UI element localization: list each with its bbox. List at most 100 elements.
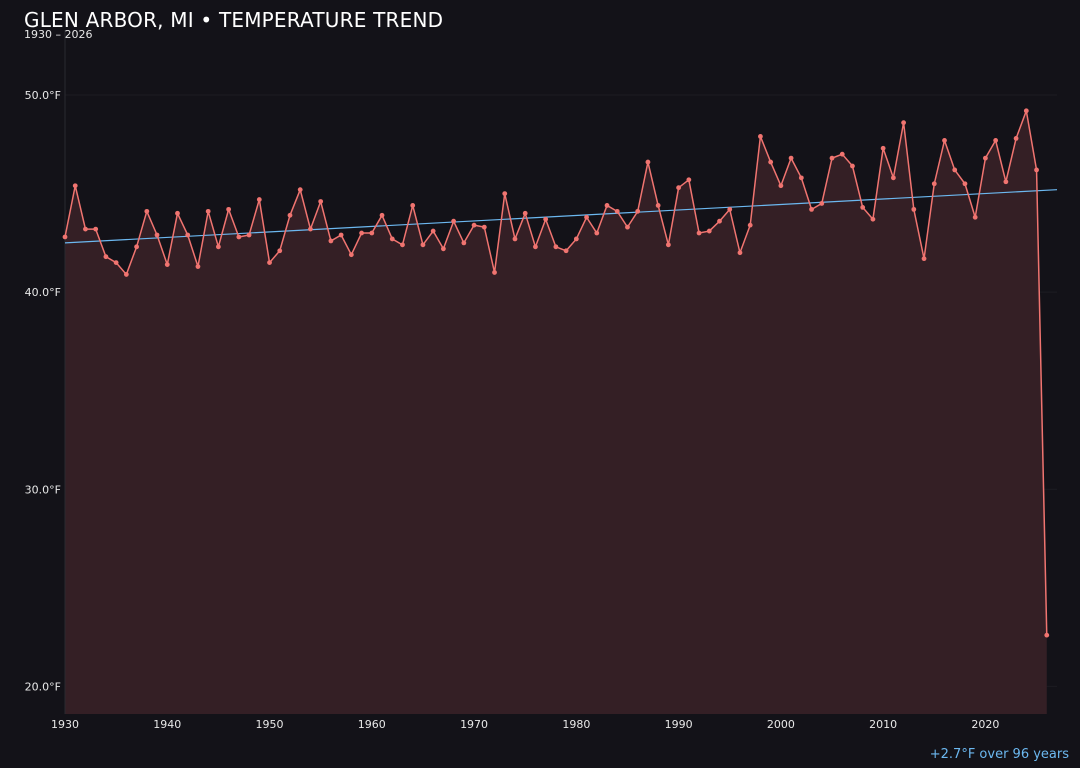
data-point [747,222,753,228]
data-point [216,244,221,250]
data-point [369,230,375,236]
data-point [481,224,487,230]
data-point [246,232,252,238]
data-point [696,230,702,236]
trend-layer [64,189,1058,244]
data-point [103,254,109,260]
data-point [359,230,364,236]
data-point [256,197,262,202]
data-point [911,206,917,212]
data-point [952,167,958,173]
data-point [72,183,78,189]
data-point [205,208,211,214]
data-point [625,224,630,230]
data-point [880,145,886,151]
data-point [175,210,180,216]
x-tick-label: 2000 [767,718,795,731]
data-point [584,214,589,220]
data-point [594,230,600,236]
data-point [226,206,232,212]
data-point [788,155,794,161]
data-point [533,244,538,250]
x-tick-label: 1980 [562,718,590,731]
x-tick-label: 1950 [256,718,284,731]
data-point [328,238,334,244]
data-point [1013,136,1019,141]
data-point [829,155,835,161]
trend-line [64,189,1058,244]
data-point [850,163,855,169]
data-point [676,185,682,191]
data-point [993,137,999,143]
label-layer: 20.0°F 30.0°F 40.0°F 50.0°F 1930 1940 1950 1960… [25,89,1000,731]
data-point [655,203,661,208]
data-point [400,242,405,248]
data-point [308,226,313,232]
x-tick-label: 1990 [665,718,693,731]
data-point [901,120,906,126]
data-point [512,236,518,242]
trend-summary: +2.7°F over 96 years [929,747,1069,762]
data-point [706,228,712,234]
y-tick-label: 50.0°F [25,89,61,102]
data-point [727,206,733,212]
data-point [1034,167,1039,173]
data-point [134,244,139,250]
chart-subtitle: 1930 – 2026 [24,28,93,41]
data-point [410,203,416,208]
x-tick-label: 1960 [358,718,386,731]
data-point [778,183,784,189]
data-point [93,226,99,232]
y-tick-label: 20.0°F [25,680,61,693]
data-point [972,214,978,220]
data-point [665,242,671,248]
data-point [809,206,814,212]
data-point [737,250,743,256]
data-point [62,234,68,240]
data-point [717,218,722,224]
data-point [543,216,549,222]
data-point [1023,108,1029,114]
data-point [164,262,170,267]
data-point [890,175,896,181]
data-point [123,272,129,277]
data-point [798,175,804,181]
data-point [195,264,201,269]
series-area-fill [65,110,1047,714]
x-tick-label: 1970 [460,718,488,731]
data-point [686,177,692,183]
data-point [1044,632,1050,638]
data-point [921,256,927,262]
data-point [83,226,88,232]
data-point [522,210,528,216]
data-point [553,244,559,250]
data-point [758,134,763,139]
data-point [113,260,119,265]
data-point [942,137,947,143]
data-point [185,232,191,238]
data-point [768,159,774,165]
data-point [645,159,651,165]
data-point [461,240,467,246]
data-point [420,242,426,248]
data-point [318,199,324,204]
data-point [563,248,569,254]
data-point [440,246,446,252]
x-tick-label: 2010 [869,718,897,731]
data-point [931,181,937,187]
data-point [287,212,293,218]
y-tick-label: 30.0°F [25,483,61,496]
data-point [492,270,497,275]
data-point [870,216,876,222]
data-point [1003,179,1009,185]
data-point [635,208,641,214]
data-point [297,187,303,193]
data-point [451,218,457,224]
data-point [236,234,242,240]
data-point [389,236,395,242]
y-tick-label: 40.0°F [25,286,61,299]
data-point [983,155,988,161]
data-point [860,205,866,210]
data-point [338,232,344,238]
